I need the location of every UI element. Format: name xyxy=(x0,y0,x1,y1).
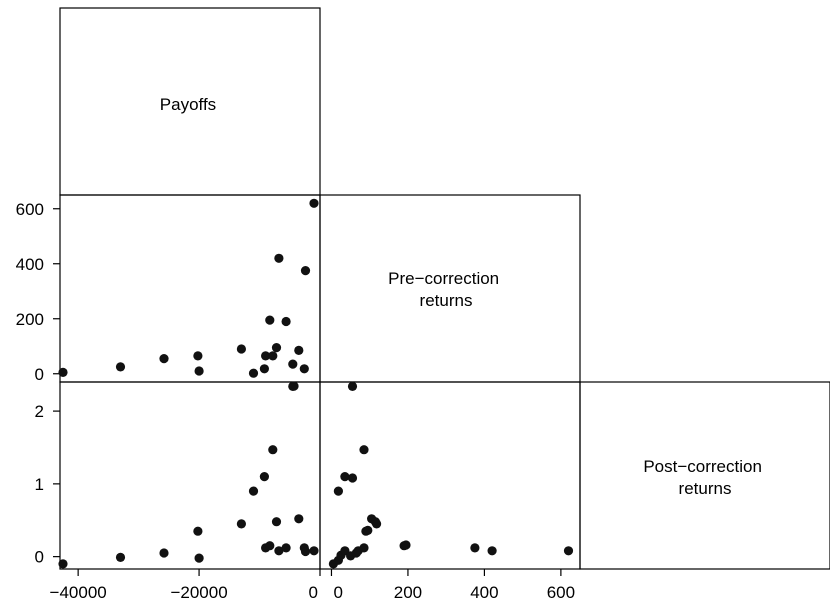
scatter-point-panel-1 xyxy=(294,345,304,355)
scatter-point-panel-1 xyxy=(236,344,246,354)
scatter-point-panel-2 xyxy=(274,546,284,556)
scatter-point-panel-1 xyxy=(259,364,269,374)
scatter-point-panel-2 xyxy=(115,552,126,563)
scatter-point-panel-2 xyxy=(265,541,275,551)
panel-post-vs-payoffs xyxy=(59,381,321,570)
scatter-point-panel-2 xyxy=(58,559,68,569)
scatter-point-panel-1 xyxy=(248,368,259,378)
scatter-point-panel-1 xyxy=(288,359,298,369)
scatter-point-panel-2 xyxy=(294,514,304,524)
y-tick-pre-label: 400 xyxy=(16,255,44,274)
scatter-point-panel-2 xyxy=(236,519,246,529)
scatter-point-panel-1 xyxy=(309,198,319,208)
diagonal-label-payoffs: Payoffs xyxy=(160,95,216,114)
y-tick-post-label: 2 xyxy=(35,402,44,421)
x-tick-payoffs-label: −20000 xyxy=(170,583,227,602)
y-tick-pre-label: 600 xyxy=(16,200,44,219)
scatter-point-panel-3 xyxy=(359,445,369,455)
x-tick-pre-label: 200 xyxy=(394,583,422,602)
scatter-point-panel-1 xyxy=(281,316,291,327)
scatter-point-panel-1 xyxy=(299,364,309,374)
scatter-point-panel-2 xyxy=(259,472,269,482)
panel-post-correction-diagonal xyxy=(579,381,830,570)
panel-post-vs-pre xyxy=(319,381,581,570)
panel-pre-vs-payoffs xyxy=(59,194,321,383)
y-tick-pre-label: 0 xyxy=(35,365,44,384)
diagonal-label-post-correction: Post−correction returns xyxy=(643,457,766,498)
scatter-point-panel-2 xyxy=(309,546,319,556)
x-tick-pre-label: 400 xyxy=(470,583,498,602)
x-tick-payoffs-label: −40000 xyxy=(50,583,107,602)
panel-pre-correction-diagonal xyxy=(319,194,581,383)
scatter-point-panel-2 xyxy=(300,546,311,557)
scatter-point-panel-3 xyxy=(372,519,382,529)
scatter-point-panel-1 xyxy=(193,351,203,361)
scatter-point-panel-1 xyxy=(58,367,68,377)
data-points xyxy=(58,198,574,569)
scatter-point-panel-1 xyxy=(268,351,278,361)
scatter-point-panel-3 xyxy=(401,540,411,550)
scatter-point-panel-2 xyxy=(248,486,259,496)
scatter-point-panel-3 xyxy=(363,525,373,536)
scatter-point-panel-1 xyxy=(261,351,271,361)
scatter-point-panel-1 xyxy=(271,343,282,353)
scatter-point-panel-1 xyxy=(265,315,275,325)
scatter-point-panel-1 xyxy=(274,253,284,263)
scatter-point-panel-1 xyxy=(300,266,311,276)
scatter-point-panel-2 xyxy=(268,445,278,455)
scatter-point-panel-1 xyxy=(115,362,126,372)
scatter-point-panel-2 xyxy=(194,553,204,563)
scatter-point-panel-1 xyxy=(159,354,169,364)
scatter-point-panel-1 xyxy=(194,366,204,376)
scatter-point-panel-2 xyxy=(159,548,169,558)
scatter-point-panel-3 xyxy=(487,546,497,556)
scatter-point-panel-2 xyxy=(193,526,203,536)
y-tick-post-label: 1 xyxy=(35,475,44,494)
scatter-point-panel-3 xyxy=(333,486,343,496)
scatter-point-panel-3 xyxy=(347,381,358,391)
scatter-point-panel-2 xyxy=(281,543,291,553)
diagonal-label-pre-correction: Pre−correction returns xyxy=(388,269,504,310)
x-tick-pre-label: 600 xyxy=(547,583,575,602)
scatter-point-panel-3 xyxy=(359,543,369,553)
scatter-point-panel-2 xyxy=(288,381,298,391)
scatter-point-panel-3 xyxy=(563,546,574,556)
scatter-point-panel-2 xyxy=(271,517,282,527)
y-tick-post-label: 0 xyxy=(35,548,44,567)
scatter-point-panel-3 xyxy=(347,473,358,483)
x-tick-pre-label: 0 xyxy=(333,583,342,602)
y-tick-pre-label: 200 xyxy=(16,310,44,329)
x-tick-payoffs-label: 0 xyxy=(309,583,318,602)
scatter-point-panel-3 xyxy=(470,543,480,553)
scatter-point-panel-3 xyxy=(340,472,350,482)
